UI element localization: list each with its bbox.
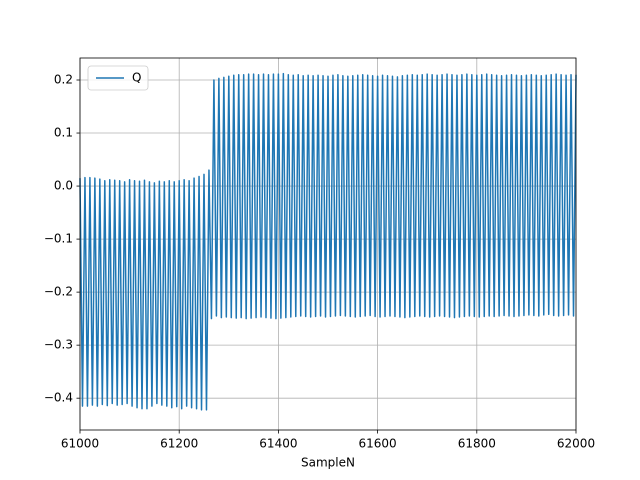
plot-frame (79, 57, 577, 431)
y-tick-label: −0.2 (44, 285, 73, 299)
y-tick-label: 0.2 (54, 73, 73, 87)
data-line (79, 72, 577, 411)
x-tick-label: 61200 (160, 437, 198, 451)
x-tick-label: 61800 (458, 437, 496, 451)
x-tick-label: 61400 (259, 437, 297, 451)
y-tick-label: −0.4 (44, 391, 73, 405)
y-tick-label: −0.1 (44, 232, 73, 246)
x-tick-label: 61600 (359, 437, 397, 451)
x-axis-label: SampleN (301, 456, 355, 470)
x-tick-label: 62000 (557, 437, 595, 451)
legend-label: Q (132, 71, 141, 85)
y-tick-label: −0.3 (44, 338, 73, 352)
y-tick-label: 0.1 (54, 126, 73, 140)
x-tick-label: 61000 (61, 437, 99, 451)
y-tick-label: 0.0 (54, 179, 73, 193)
